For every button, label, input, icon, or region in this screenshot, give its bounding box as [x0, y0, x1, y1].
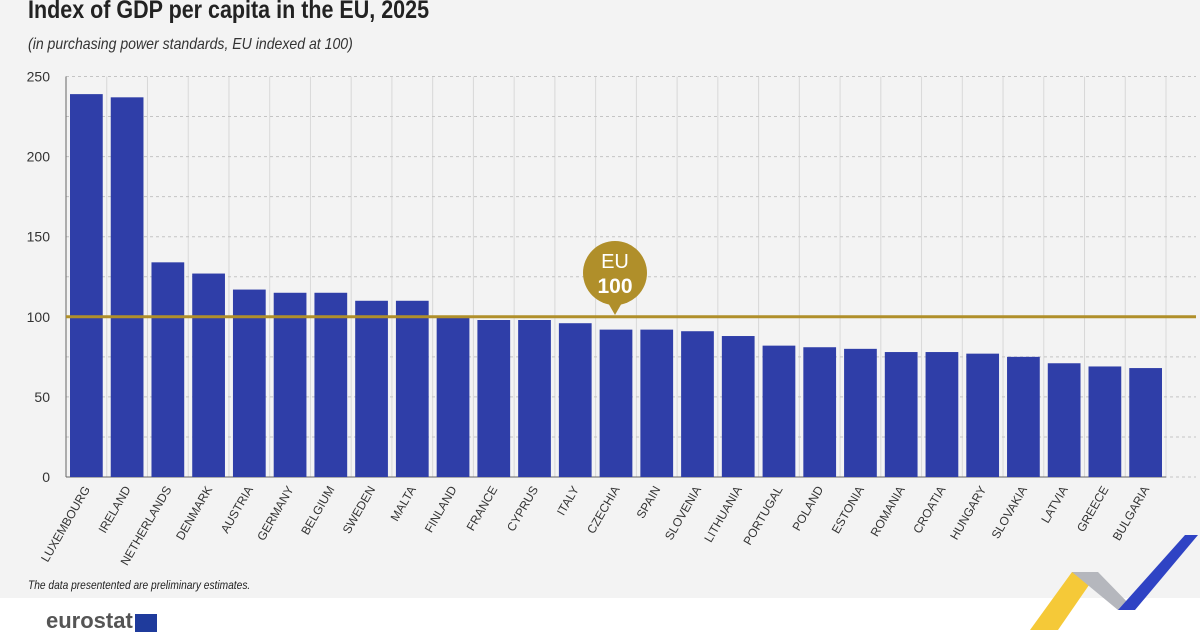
x-tick-label: DENMARK: [173, 484, 215, 543]
bar-poland: [803, 347, 837, 477]
eurostat-logo: eurostat: [46, 608, 157, 634]
bar-czechia: [599, 329, 633, 477]
x-tick-label: SLOVENIA: [662, 484, 704, 543]
bar-belgium: [314, 292, 348, 477]
x-tick-label: FRANCE: [464, 484, 501, 534]
y-tick-label: 150: [27, 229, 51, 245]
bar-lithuania: [721, 336, 755, 477]
x-tick-label: CROATIA: [910, 484, 948, 536]
bar-finland: [436, 316, 470, 477]
bar-denmark: [192, 273, 225, 477]
x-tick-label: FINLAND: [422, 483, 460, 535]
eu-flag-icon: [134, 614, 157, 632]
bar-croatia: [925, 352, 959, 477]
bar-italy: [558, 323, 592, 477]
eu-average-badge: [583, 241, 647, 305]
x-tick-label: SPAIN: [634, 484, 664, 521]
bar-ireland: [110, 97, 144, 478]
chart-subtitle: (in purchasing power standards, EU index…: [28, 36, 353, 53]
x-tick-label: LITHUANIA: [701, 484, 744, 545]
x-tick-label: GREECE: [1074, 484, 1111, 535]
x-tick-label: SWEDEN: [340, 484, 378, 537]
y-tick-label: 200: [27, 149, 51, 165]
y-tick-label: 0: [42, 469, 50, 485]
x-tick-label: ROMANIA: [868, 484, 908, 540]
bar-latvia: [1047, 363, 1081, 477]
x-tick-label: HUNGARY: [947, 484, 989, 543]
bar-estonia: [844, 348, 877, 477]
bar-malta: [395, 300, 429, 477]
x-tick-label: LUXEMBOURG: [38, 484, 93, 565]
x-tick-label: BELGIUM: [298, 484, 337, 538]
x-tick-label: SLOVAKIA: [989, 484, 1030, 542]
eu-badge-value: 100: [597, 275, 632, 298]
x-tick-label: CZECHIA: [584, 484, 622, 537]
bar-slovakia: [1007, 356, 1040, 477]
bar-france: [477, 320, 511, 477]
eu-average-badge-pointer: [607, 301, 623, 315]
chart-title: Index of GDP per capita in the EU, 2025: [28, 0, 430, 24]
bar-austria: [232, 289, 266, 477]
x-tick-label: ESTONIA: [829, 484, 867, 536]
x-tick-label: ITALY: [554, 484, 582, 518]
bar-portugal: [762, 345, 796, 477]
x-tick-label: PORTUGAL: [741, 483, 786, 547]
bar-netherlands: [151, 262, 185, 477]
bar-bulgaria: [1129, 368, 1162, 477]
bar-hungary: [966, 353, 1000, 477]
x-tick-label: CYPRUS: [504, 484, 541, 534]
y-tick-label: 50: [34, 389, 50, 405]
logo-text: eurostat: [46, 608, 133, 633]
x-tick-label: LATVIA: [1038, 484, 1070, 526]
eu-badge-label: EU: [601, 251, 629, 273]
footnote: The data presentented are preliminary es…: [28, 578, 251, 592]
x-tick-label: MALTA: [388, 484, 419, 524]
bar-sweden: [355, 300, 388, 477]
y-tick-label: 250: [27, 69, 51, 85]
bar-cyprus: [518, 320, 551, 477]
bar-spain: [640, 329, 674, 477]
bar-slovenia: [681, 331, 714, 477]
bar-luxembourg: [70, 94, 103, 477]
x-tick-label: BULGARIA: [1110, 484, 1152, 544]
x-tick-label: GERMANY: [254, 484, 296, 544]
x-tick-label: AUSTRIA: [218, 484, 256, 536]
bar-greece: [1088, 366, 1122, 477]
bar-romania: [884, 352, 918, 477]
bar-germany: [273, 292, 307, 477]
x-tick-label: POLAND: [789, 483, 826, 533]
x-tick-label: IRELAND: [96, 483, 134, 535]
y-tick-label: 100: [27, 309, 51, 325]
